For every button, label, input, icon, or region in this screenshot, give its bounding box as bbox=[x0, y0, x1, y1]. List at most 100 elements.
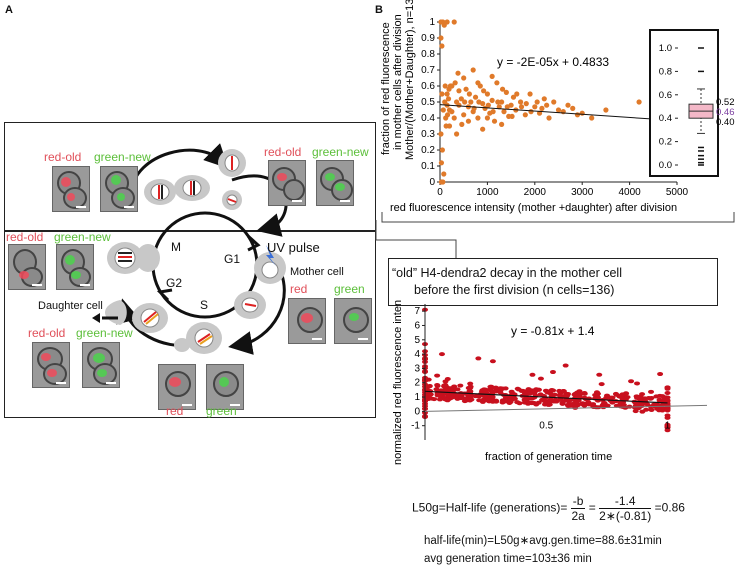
top-right-red-label: red-old bbox=[264, 145, 302, 159]
chart2-point bbox=[648, 407, 655, 412]
bottom-frame bbox=[4, 230, 376, 418]
chart2-point bbox=[433, 387, 440, 392]
chart1-point bbox=[527, 91, 533, 97]
chart1-point bbox=[463, 86, 469, 92]
micrograph-top-right-red bbox=[268, 160, 306, 206]
box-ytick-label: 0.4 bbox=[659, 113, 672, 124]
chart1-point bbox=[440, 179, 446, 185]
chart1-point bbox=[579, 110, 585, 116]
chart1-ytick-label: 0.5 bbox=[421, 97, 435, 108]
chart2-point bbox=[635, 402, 642, 407]
chart2-point bbox=[635, 395, 642, 400]
chart2-point bbox=[632, 409, 639, 414]
chart1-point bbox=[541, 96, 547, 102]
chart1-point bbox=[491, 118, 498, 124]
micrograph-right-red bbox=[288, 298, 326, 344]
chart2-point bbox=[481, 387, 488, 392]
chart1-point bbox=[546, 115, 552, 121]
chart2-point bbox=[436, 397, 443, 402]
chart2-x-axis bbox=[424, 404, 708, 412]
frac-1: -b 2a bbox=[570, 494, 586, 523]
chart1-point bbox=[438, 131, 444, 137]
box-ytick-label: 1.0 bbox=[659, 43, 672, 54]
chart1-point bbox=[532, 104, 538, 110]
chart1-point bbox=[518, 104, 525, 110]
chart2-point bbox=[639, 392, 646, 397]
chart1-point bbox=[444, 91, 450, 97]
chart1-point bbox=[451, 19, 457, 25]
chart1-ylabel-3: Mother/(Mother+Daughter), n=132 bbox=[404, 0, 416, 160]
panel-a-label: A bbox=[5, 4, 13, 16]
chart2-point bbox=[479, 398, 486, 403]
chart1-point bbox=[574, 112, 581, 118]
chart1-point bbox=[589, 115, 595, 121]
box-ytick-label: 0.0 bbox=[659, 160, 672, 171]
box-ytick-label: 0.6 bbox=[659, 90, 672, 101]
chart1-ytick-label: 0.7 bbox=[421, 65, 435, 76]
chart2-point bbox=[458, 396, 465, 401]
chart1-point bbox=[453, 131, 460, 137]
chart1-point bbox=[472, 94, 479, 100]
frac1-bottom: 2a bbox=[571, 509, 585, 523]
right-green-label: green bbox=[334, 282, 365, 296]
chart1-point bbox=[466, 91, 472, 97]
chart1-point bbox=[501, 109, 507, 115]
chart2-point bbox=[505, 398, 512, 403]
chart1-point bbox=[539, 105, 545, 111]
chart2-equation: y = -0.81x + 1.4 bbox=[511, 324, 595, 338]
chart2-ytick-label: 6 bbox=[414, 320, 420, 331]
chart1-point bbox=[452, 80, 458, 86]
chart2-point bbox=[648, 389, 655, 394]
chart1-point bbox=[570, 105, 576, 111]
chart2-point bbox=[467, 389, 474, 394]
chart2-point bbox=[535, 387, 542, 392]
bottom-left-green-label: green-new bbox=[76, 326, 133, 340]
mid-left-red-label: red-old bbox=[6, 230, 44, 244]
chart2-point bbox=[485, 395, 492, 400]
chart2-point bbox=[438, 388, 445, 393]
chart2-point bbox=[521, 398, 528, 403]
chart1-ytick-label: 0.2 bbox=[421, 145, 435, 156]
chart1-xtick-label: 5000 bbox=[666, 187, 689, 198]
chart2-point bbox=[552, 397, 559, 402]
chart1-ytick-label: 0.3 bbox=[421, 129, 435, 140]
chart2-point bbox=[574, 393, 581, 398]
chart1-point bbox=[481, 88, 487, 94]
chart1-point bbox=[528, 109, 534, 115]
chart1-point bbox=[485, 102, 491, 108]
chart2-ylabel: normalized red fluorescence intensity bbox=[392, 300, 404, 465]
chart1-point bbox=[489, 73, 495, 79]
mid-left-green-label: green-new bbox=[54, 230, 111, 244]
chart2-point bbox=[608, 395, 615, 400]
half-life-formula: half-life(min)=L50g∗avg.gen.time=88.6±31… bbox=[424, 535, 662, 547]
chart1-point bbox=[465, 118, 472, 124]
chart1-point bbox=[494, 80, 500, 86]
frac1-top: -b bbox=[570, 494, 586, 509]
chart1-point bbox=[534, 99, 540, 105]
chart1-point bbox=[499, 99, 505, 105]
box-q3-label: 0.52 bbox=[716, 97, 735, 108]
phase-g2: G2 bbox=[166, 276, 183, 290]
avg-gen-formula: avg generation time=103±36 min bbox=[424, 553, 592, 565]
chart2-point bbox=[525, 387, 532, 392]
chart2-point bbox=[467, 381, 474, 386]
chart2-point bbox=[664, 390, 671, 395]
chart2-point bbox=[544, 390, 551, 395]
scatter-chart-ratio: fraction of red fluorescence in mother c… bbox=[380, 0, 735, 214]
chart1-point bbox=[489, 97, 495, 103]
chart2-point bbox=[453, 392, 460, 397]
chart1-point bbox=[442, 83, 448, 89]
chart1-point bbox=[544, 102, 550, 108]
chart1-point bbox=[449, 109, 455, 115]
chart2-point bbox=[634, 381, 641, 386]
decay-title-1: “old” H4-dendra2 decay in the mother cel… bbox=[392, 266, 622, 280]
chart1-point bbox=[441, 171, 447, 177]
phase-s: S bbox=[200, 298, 209, 312]
chart2-point bbox=[656, 405, 663, 410]
chart2-point bbox=[653, 394, 660, 399]
chart2-point bbox=[448, 386, 455, 391]
chart1-point bbox=[522, 112, 528, 118]
chart2-point bbox=[431, 397, 438, 402]
chart2-point bbox=[598, 382, 605, 387]
bottom-red-label: red bbox=[166, 404, 184, 418]
